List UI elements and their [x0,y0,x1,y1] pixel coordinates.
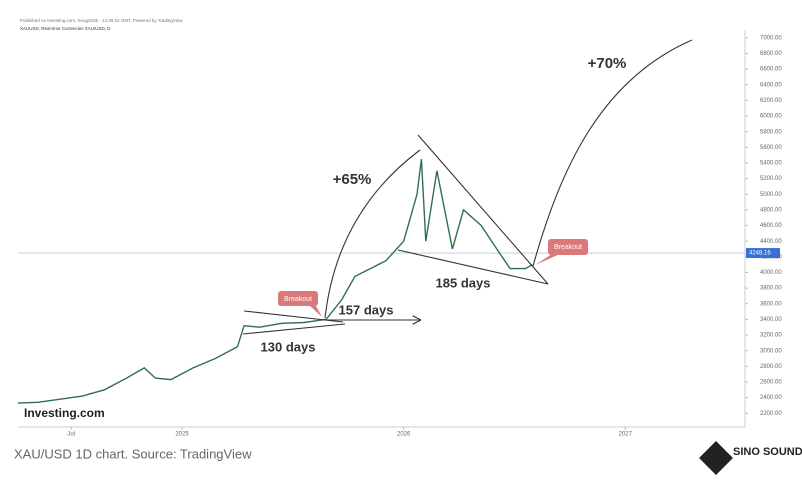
y-tick-label: 2800.00 [760,364,782,370]
breakout-box [548,239,588,255]
y-tick-label: 4600.00 [760,223,782,229]
y-tick-label: 3400.00 [760,317,782,323]
gain-label: +65% [333,171,372,188]
arc [532,39,693,267]
y-tick-label: 7000.00 [760,35,782,41]
x-tick-label: 2027 [619,432,633,438]
breakout-label: Breakout [554,244,582,251]
arc [324,149,421,319]
y-tick-label: 5200.00 [760,176,782,182]
days-label: 157 days [339,302,394,317]
y-tick-label: 4800.00 [760,207,782,213]
y-tick-label: 5000.00 [760,192,782,198]
y-tick-label: 3000.00 [760,348,782,354]
trend-line [397,249,549,285]
x-tick-label: 2026 [397,432,411,438]
y-tick-label: 4400.00 [760,239,782,245]
breakout-pointer [535,254,560,265]
days-label: 185 days [436,275,491,290]
y-tick-label: 3800.00 [760,286,782,292]
y-tick-label: 6000.00 [760,114,782,120]
trend-line [242,323,346,335]
y-tick-label: 6400.00 [760,82,782,88]
y-tick-label: 4000.00 [760,270,782,276]
y-tick-label: 3600.00 [760,301,782,307]
symbol-label: XAUUSD, Real-time Currencies XAU/USD, D [20,26,111,31]
brand-name: SINO SOUND [733,446,802,458]
published-note: Published on Investing.com, 5Aug2026 - 1… [20,18,183,23]
y-tick-label: 5600.00 [760,145,782,151]
breakout-pointer [310,306,322,317]
y-tick-label: 2600.00 [760,380,782,386]
x-tick-label: Jul [67,432,75,438]
days-label: 130 days [261,339,316,354]
gain-label: +70% [588,55,627,72]
investing-logo: Investing.com [24,406,105,420]
y-tick-label: 6200.00 [760,98,782,104]
breakout-label: Breakout [284,296,312,303]
y-tick-label: 2200.00 [760,411,782,417]
brand-icon [699,441,733,475]
y-tick-label: 3200.00 [760,333,782,339]
y-tick-label: 6600.00 [760,67,782,73]
price-line [17,159,533,404]
last-price-label: 4248.16 [749,251,771,257]
last-price-box [746,248,780,259]
y-tick-label: 6800.00 [760,51,782,57]
y-tick-label: 5400.00 [760,161,782,167]
y-tick-label: 2400.00 [760,395,782,401]
caption: XAU/USD 1D chart. Source: TradingView [14,446,252,461]
x-tick-label: 2025 [175,432,189,438]
trend-line [417,134,549,285]
breakout-box [278,291,318,306]
y-tick-label: 5800.00 [760,129,782,135]
